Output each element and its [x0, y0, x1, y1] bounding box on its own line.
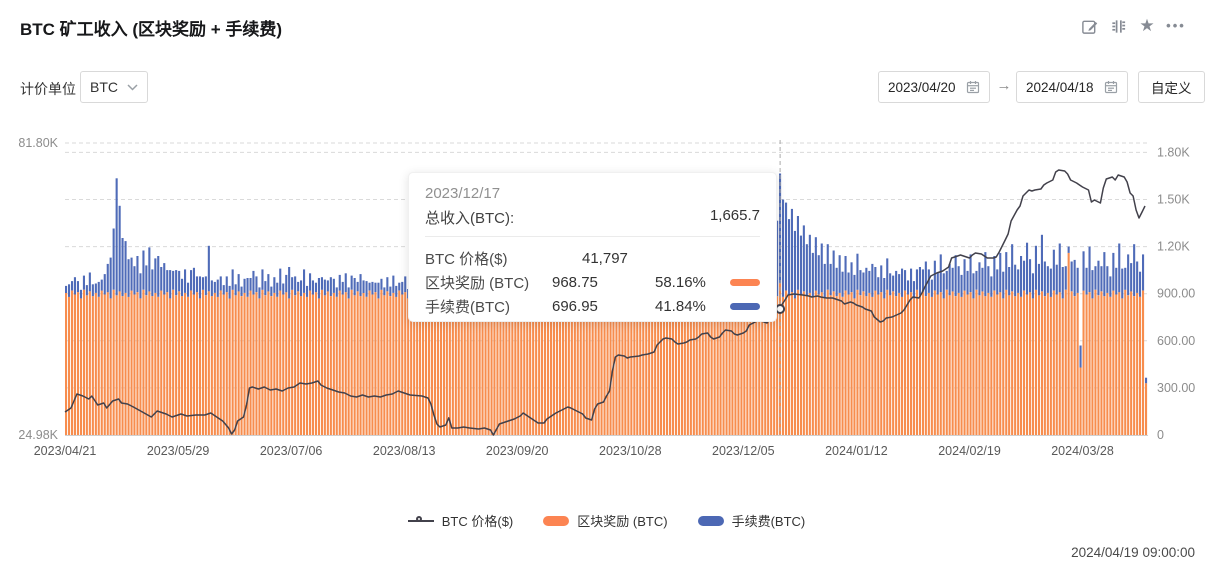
- end-date-value: 2024/04/18: [1026, 79, 1094, 95]
- svg-text:24.98K: 24.98K: [18, 428, 58, 442]
- svg-text:600.00: 600.00: [1157, 334, 1195, 348]
- svg-text:2023/12/05: 2023/12/05: [712, 444, 775, 458]
- svg-text:2023/08/13: 2023/08/13: [373, 444, 436, 458]
- chevron-down-icon: [127, 83, 138, 91]
- legend-item-0[interactable]: BTC 价格($): [407, 511, 514, 530]
- legend-item-2[interactable]: 手续费(BTC): [697, 511, 806, 530]
- svg-text:2023/05/29: 2023/05/29: [147, 444, 210, 458]
- chart-tooltip: 2023/12/17 总收入(BTC): 1,665.7 BTC 价格($) 41…: [408, 172, 777, 322]
- svg-text:1.80K: 1.80K: [1157, 145, 1190, 159]
- legend-label: 区块奖励 (BTC): [577, 514, 668, 529]
- date-range-arrow-icon: →: [996, 77, 1012, 94]
- tooltip-row-percent: 58.16%: [655, 273, 706, 291]
- tooltip-row-label: 区块奖励 (BTC): [425, 274, 530, 292]
- unit-label: 计价单位: [20, 81, 76, 97]
- tooltip-total-value: 1,665.7: [709, 207, 760, 224]
- tooltip-row-value: 696.95: [552, 297, 598, 315]
- custom-range-button[interactable]: 自定义: [1138, 71, 1205, 103]
- legend-bar-marker: [697, 515, 724, 526]
- tooltip-row-label: 手续费(BTC): [425, 298, 510, 316]
- legend-label: BTC 价格($): [441, 514, 514, 529]
- tooltip-row-value: 41,797: [582, 249, 628, 267]
- tooltip-row-percent: 41.84%: [655, 297, 706, 315]
- tooltip-series-rows: BTC 价格($) 41,797 区块奖励 (BTC) 968.75 58.16% 手续费…: [425, 246, 760, 318]
- series-color-swatch: [730, 278, 760, 286]
- start-date-value: 2023/04/20: [888, 79, 956, 95]
- edit-icon[interactable]: [1080, 17, 1098, 35]
- legend-item-1[interactable]: 区块奖励 (BTC): [543, 511, 668, 530]
- start-date-input[interactable]: 2023/04/20: [878, 71, 990, 103]
- svg-text:1.50K: 1.50K: [1157, 193, 1190, 207]
- svg-text:2023/04/21: 2023/04/21: [34, 444, 97, 458]
- tooltip-row-2: 手续费(BTC) 696.95 41.84%: [425, 294, 760, 318]
- svg-text:2023/09/20: 2023/09/20: [486, 444, 549, 458]
- legend-label: 手续费(BTC): [731, 514, 806, 529]
- favorite-star-icon[interactable]: ★: [1139, 16, 1155, 35]
- svg-text:0: 0: [1157, 428, 1164, 442]
- svg-text:1.20K: 1.20K: [1157, 240, 1190, 254]
- tooltip-total-row: 总收入(BTC): 1,665.7: [425, 207, 760, 228]
- tooltip-date: 2023/12/17: [425, 185, 501, 202]
- page-title: BTC 矿工收入 (区块奖励 + 手续费): [20, 20, 283, 39]
- more-options-icon[interactable]: •••: [1166, 18, 1186, 33]
- svg-text:81.80K: 81.80K: [18, 136, 58, 150]
- chart-legend: BTC 价格($) 区块奖励 (BTC) 手续费(BTC): [0, 511, 1213, 530]
- tooltip-row-1: 区块奖励 (BTC) 968.75 58.16%: [425, 270, 760, 294]
- end-date-input[interactable]: 2024/04/18: [1016, 71, 1128, 103]
- svg-text:2024/02/19: 2024/02/19: [938, 444, 1001, 458]
- svg-text:2023/07/06: 2023/07/06: [260, 444, 323, 458]
- tooltip-total-label: 总收入(BTC):: [425, 210, 515, 227]
- calendar-icon: [966, 81, 980, 94]
- svg-text:2024/03/28: 2024/03/28: [1051, 444, 1114, 458]
- tooltip-row-0: BTC 价格($) 41,797: [425, 246, 760, 270]
- unit-select-value: BTC: [90, 79, 118, 95]
- svg-text:2023/10/28: 2023/10/28: [599, 444, 662, 458]
- tooltip-row-value: 968.75: [552, 273, 598, 291]
- compare-indicator-icon[interactable]: [1109, 17, 1127, 35]
- controls-row: 计价单位 BTC 2023/04/20 → 2024/04/18 自定义: [0, 71, 1213, 103]
- svg-text:300.00: 300.00: [1157, 381, 1195, 395]
- legend-bar-marker: [543, 515, 570, 526]
- svg-text:900.00: 900.00: [1157, 287, 1195, 301]
- svg-text:2024/01/12: 2024/01/12: [825, 444, 888, 458]
- tooltip-divider: [425, 236, 760, 237]
- series-color-swatch: [730, 302, 760, 310]
- unit-select[interactable]: BTC: [80, 71, 148, 103]
- calendar-icon: [1104, 81, 1118, 94]
- header-toolbar: ★ •••: [1080, 17, 1185, 35]
- data-updated-timestamp: 2024/04/19 09:00:00: [1071, 545, 1195, 560]
- legend-line-marker: [407, 515, 434, 526]
- tooltip-row-label: BTC 价格($): [425, 250, 508, 268]
